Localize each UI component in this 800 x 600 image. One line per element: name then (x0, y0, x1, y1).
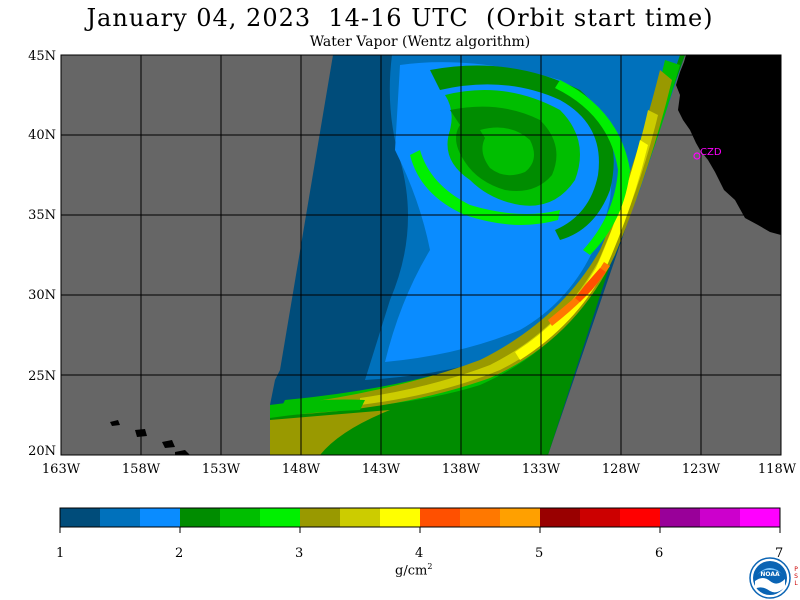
band-red-orange (575, 268, 606, 302)
colorbar-segment (60, 508, 101, 527)
lat-label: 25N (28, 369, 56, 384)
colorbar-segment (180, 508, 221, 527)
lon-label: 143W (362, 462, 401, 477)
colorbar-tick-label: 2 (175, 546, 184, 561)
lon-label: 128W (602, 462, 641, 477)
lon-label: 153W (202, 462, 241, 477)
south-green-strip (270, 399, 365, 418)
lon-label: 138W (442, 462, 481, 477)
colorbar-tick-label: 3 (295, 546, 304, 561)
colorbar-tick-label: 6 (655, 546, 664, 561)
colorbar-tick-label: 1 (56, 546, 65, 561)
colorbar-segment (100, 508, 141, 527)
band-yellow (515, 140, 648, 360)
colorbar-units: g/cm2 (395, 562, 432, 578)
lon-label: 118W (758, 462, 797, 477)
colorbar-segment (700, 508, 741, 527)
colorbar-segment (420, 508, 461, 527)
colorbar (59, 508, 781, 533)
map-plot-area: CZD (61, 55, 781, 455)
station-czd: CZD (693, 147, 722, 160)
units-base: g/cm (395, 563, 428, 579)
colorbar-border (59, 507, 781, 528)
lon-label: 123W (682, 462, 721, 477)
lat-label: 45N (28, 49, 56, 64)
colorbar-segment (260, 508, 301, 527)
spiral-outer-arm (555, 80, 630, 255)
south-olive-patch (270, 410, 390, 455)
colorbar-tick-label: 7 (775, 546, 784, 561)
hawaii-island-maui (162, 440, 175, 448)
page-title: January 04, 2023 14-16 UTC (Orbit start … (86, 4, 714, 32)
colorbar-segment (500, 508, 541, 527)
lon-label: 163W (42, 462, 81, 477)
station-label: CZD (700, 147, 722, 158)
spiral-eye-ring (480, 127, 534, 176)
lon-label: 158W (122, 462, 161, 477)
lat-lon-grid (61, 55, 781, 455)
colorbar-segment (380, 508, 421, 527)
spiral-arm-bright (410, 150, 560, 225)
colorbar-segment (620, 508, 661, 527)
longitude-labels: 163W 158W 153W 148W 143W 138W 133W 128W … (42, 462, 797, 477)
noaa-logo: NOAA (749, 557, 791, 599)
colorbar-segment (340, 508, 381, 527)
california-land (676, 55, 781, 235)
lat-label: 30N (28, 288, 56, 303)
colorbar-segment (660, 508, 701, 527)
units-exponent: 2 (427, 562, 433, 571)
colorbar-tick-label: 5 (535, 546, 544, 561)
colorbar-tick-label: 4 (415, 546, 424, 561)
coastline-land (110, 55, 781, 455)
lat-label: 40N (28, 128, 56, 143)
lon-label: 148W (282, 462, 321, 477)
lon-label: 133W (522, 462, 561, 477)
lat-label: 35N (28, 208, 56, 223)
colorbar-segment (460, 508, 501, 527)
svg-text:NOAA: NOAA (760, 571, 780, 578)
colorbar-segment (580, 508, 621, 527)
spiral-outer-green (430, 65, 614, 240)
map-border (60, 54, 782, 456)
lat-label: 20N (28, 444, 56, 459)
colorbar-segment (300, 508, 341, 527)
colorbar-segment (220, 508, 261, 527)
map-subtitle: Water Vapor (Wentz algorithm) (309, 34, 531, 50)
hawaii-island-kauai (110, 420, 120, 426)
colorbar-segment (540, 508, 581, 527)
hawaii-island-big (175, 450, 190, 455)
latitude-labels: 45N 40N 35N 30N 25N 20N (28, 49, 56, 459)
colorbar-segment (140, 508, 181, 527)
colorbar-segment (740, 508, 781, 527)
station-marker-icon (693, 152, 701, 160)
cyclone-spiral (410, 65, 630, 255)
